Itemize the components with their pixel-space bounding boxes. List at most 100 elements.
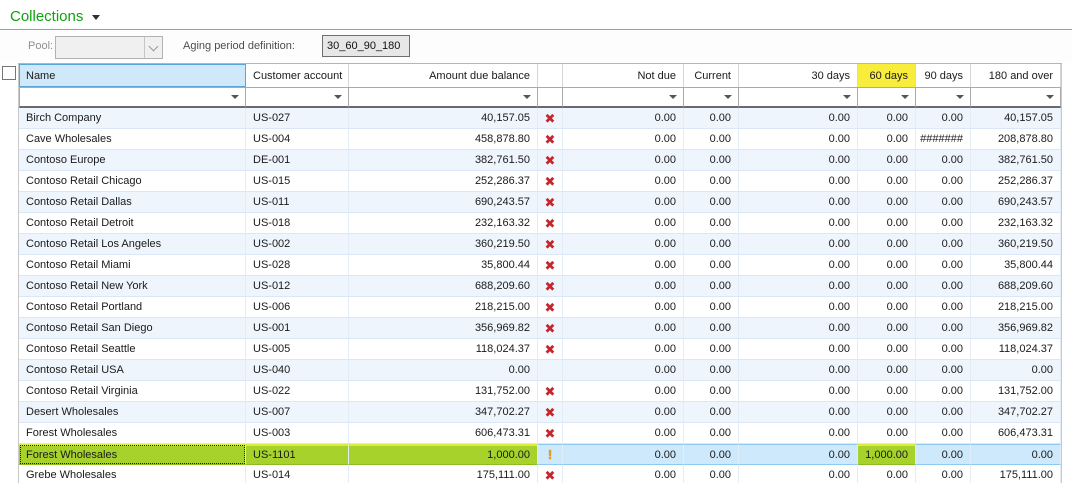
cell-account[interactable]: US-002 [246, 234, 349, 255]
cell-d60[interactable]: 0.00 [858, 171, 916, 192]
cell-d180[interactable]: 131,752.00 [971, 381, 1061, 402]
cell-d60[interactable]: 0.00 [858, 381, 916, 402]
cell-amount[interactable]: 360,219.50 [349, 234, 538, 255]
cell-d30[interactable]: 0.00 [739, 360, 858, 381]
cell-d60[interactable]: 0.00 [858, 129, 916, 150]
cell-account[interactable]: US-015 [246, 171, 349, 192]
cell-account[interactable]: DE-001 [246, 150, 349, 171]
cell-d60[interactable]: 0.00 [858, 339, 916, 360]
cell-icon[interactable]: ! [538, 444, 563, 465]
cell-account[interactable]: US-003 [246, 423, 349, 444]
cell-d90[interactable]: 0.00 [916, 423, 971, 444]
column-header-d90[interactable]: 90 days [916, 64, 971, 87]
cell-d30[interactable]: 0.00 [739, 213, 858, 234]
cell-account[interactable]: US-007 [246, 402, 349, 423]
cell-d90[interactable]: 0.00 [916, 108, 971, 129]
cell-account[interactable]: US-027 [246, 108, 349, 129]
cell-icon[interactable]: ✖ [538, 297, 563, 318]
cell-d30[interactable]: 0.00 [739, 171, 858, 192]
cell-current[interactable]: 0.00 [684, 129, 739, 150]
cell-amount[interactable]: 252,286.37 [349, 171, 538, 192]
cell-d180[interactable]: 0.00 [971, 444, 1061, 465]
cell-current[interactable]: 0.00 [684, 339, 739, 360]
cell-d60[interactable]: 0.00 [858, 276, 916, 297]
cell-name[interactable]: Contoso Retail Miami [19, 255, 246, 276]
cell-not_due[interactable]: 0.00 [563, 108, 684, 129]
cell-icon[interactable]: ✖ [538, 381, 563, 402]
cell-current[interactable]: 0.00 [684, 150, 739, 171]
cell-amount[interactable]: 690,243.57 [349, 192, 538, 213]
filter-combobox-current[interactable] [684, 87, 739, 108]
cell-d180[interactable]: 356,969.82 [971, 318, 1061, 339]
column-header-current[interactable]: Current [684, 64, 739, 87]
cell-d90[interactable]: 0.00 [916, 339, 971, 360]
cell-d90[interactable]: 0.00 [916, 402, 971, 423]
cell-name[interactable]: Contoso Retail Detroit [19, 213, 246, 234]
cell-account[interactable]: US-022 [246, 381, 349, 402]
cell-name[interactable]: Grebe Wholesales [19, 465, 246, 483]
cell-name[interactable]: Contoso Retail Dallas [19, 192, 246, 213]
cell-amount[interactable]: 347,702.27 [349, 402, 538, 423]
cell-amount[interactable]: 0.00 [349, 360, 538, 381]
filter-combobox-account[interactable] [246, 87, 349, 108]
cell-d60[interactable]: 0.00 [858, 402, 916, 423]
cell-icon[interactable]: ✖ [538, 171, 563, 192]
cell-d180[interactable]: 252,286.37 [971, 171, 1061, 192]
cell-d30[interactable]: 0.00 [739, 402, 858, 423]
cell-current[interactable]: 0.00 [684, 276, 739, 297]
cell-account[interactable]: US-014 [246, 465, 349, 483]
cell-amount[interactable]: 458,878.80 [349, 129, 538, 150]
cell-d180[interactable]: 118,024.37 [971, 339, 1061, 360]
cell-d30[interactable]: 0.00 [739, 297, 858, 318]
filter-combobox-d90[interactable] [916, 87, 971, 108]
cell-current[interactable]: 0.00 [684, 192, 739, 213]
cell-d180[interactable]: 382,761.50 [971, 150, 1061, 171]
cell-not_due[interactable]: 0.00 [563, 339, 684, 360]
filter-combobox-amount[interactable] [349, 87, 538, 108]
cell-amount[interactable]: 218,215.00 [349, 297, 538, 318]
title-dropdown-caret-icon[interactable] [92, 15, 101, 20]
cell-d180[interactable]: 347,702.27 [971, 402, 1061, 423]
cell-icon[interactable]: ✖ [538, 150, 563, 171]
column-header-icon[interactable] [538, 64, 563, 87]
cell-amount[interactable]: 606,473.31 [349, 423, 538, 444]
cell-icon[interactable]: ✖ [538, 339, 563, 360]
cell-name[interactable]: Contoso Retail Seattle [19, 339, 246, 360]
cell-name[interactable]: Birch Company [19, 108, 246, 129]
column-header-d60[interactable]: 60 days [858, 64, 916, 87]
cell-amount[interactable]: 382,761.50 [349, 150, 538, 171]
cell-current[interactable]: 0.00 [684, 381, 739, 402]
cell-current[interactable]: 0.00 [684, 255, 739, 276]
cell-icon[interactable]: ✖ [538, 192, 563, 213]
cell-not_due[interactable]: 0.00 [563, 297, 684, 318]
cell-amount[interactable]: 35,800.44 [349, 255, 538, 276]
cell-account[interactable]: US-012 [246, 276, 349, 297]
cell-d30[interactable]: 0.00 [739, 108, 858, 129]
cell-d90[interactable]: 0.00 [916, 255, 971, 276]
cell-d30[interactable]: 0.00 [739, 381, 858, 402]
cell-current[interactable]: 0.00 [684, 465, 739, 483]
cell-d30[interactable]: 0.00 [739, 192, 858, 213]
filter-combobox-name[interactable] [19, 87, 246, 108]
cell-d60[interactable]: 0.00 [858, 360, 916, 381]
cell-current[interactable]: 0.00 [684, 108, 739, 129]
cell-amount[interactable]: 356,969.82 [349, 318, 538, 339]
cell-account[interactable]: US-018 [246, 213, 349, 234]
cell-icon[interactable]: ✖ [538, 465, 563, 483]
cell-name[interactable]: Contoso Retail Los Angeles [19, 234, 246, 255]
cell-d180[interactable]: 175,111.00 [971, 465, 1061, 483]
column-header-name[interactable]: Name [19, 64, 246, 87]
cell-not_due[interactable]: 0.00 [563, 318, 684, 339]
cell-icon[interactable]: ✖ [538, 276, 563, 297]
cell-d180[interactable]: 218,215.00 [971, 297, 1061, 318]
cell-not_due[interactable]: 0.00 [563, 444, 684, 465]
cell-d90[interactable]: 0.00 [916, 360, 971, 381]
cell-current[interactable]: 0.00 [684, 318, 739, 339]
cell-not_due[interactable]: 0.00 [563, 276, 684, 297]
cell-d30[interactable]: 0.00 [739, 150, 858, 171]
cell-not_due[interactable]: 0.00 [563, 423, 684, 444]
cell-d90[interactable]: 0.00 [916, 171, 971, 192]
cell-name[interactable]: Contoso Retail USA [19, 360, 246, 381]
cell-d90[interactable]: 0.00 [916, 150, 971, 171]
column-header-amount[interactable]: Amount due balance [349, 64, 538, 87]
